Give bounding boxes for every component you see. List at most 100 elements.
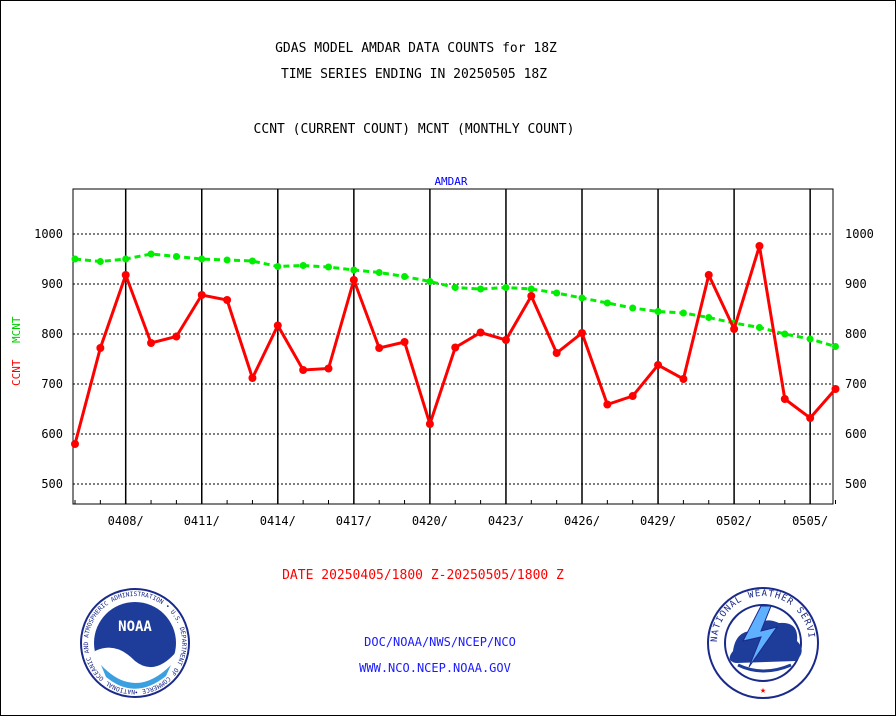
point-mcnt (705, 314, 713, 321)
point-mcnt (832, 343, 839, 350)
date-range: DATE 20250405/1800 Z-20250505/1800 Z (282, 568, 564, 583)
point-mcnt (477, 285, 485, 293)
point-mcnt (147, 250, 155, 258)
point-mcnt (629, 304, 637, 312)
point-ccnt (273, 321, 282, 330)
point-mcnt (426, 278, 434, 285)
x-tick-label: 0417/ (336, 514, 372, 528)
point-ccnt (527, 292, 536, 300)
chart-title: AMDAR (434, 175, 467, 188)
point-ccnt (780, 395, 789, 403)
point-ccnt (628, 392, 637, 400)
point-ccnt (96, 344, 105, 352)
y-tick-label-right: 600 (845, 427, 867, 441)
y-tick-label-left: 500 (41, 477, 63, 491)
point-ccnt (831, 385, 840, 393)
point-ccnt (425, 420, 434, 428)
x-tick-label: 0408/ (108, 514, 144, 528)
y-axis-label-mcnt: MCNT (10, 316, 23, 343)
x-tick-label: 0414/ (260, 514, 296, 528)
point-mcnt (325, 263, 332, 271)
point-mcnt (527, 285, 535, 293)
point-mcnt (679, 309, 687, 317)
y-tick-label-right: 800 (845, 327, 867, 341)
point-ccnt (299, 366, 308, 374)
y-tick-label-right: 500 (845, 477, 867, 491)
y-tick-label-left: 600 (41, 427, 63, 441)
point-ccnt (248, 374, 257, 382)
point-ccnt (704, 271, 713, 279)
y-tick-label-right: 900 (845, 277, 867, 291)
y-axis-label-ccnt: CCNT (10, 359, 23, 386)
point-mcnt (654, 308, 662, 315)
x-tick-label: 0423/ (488, 514, 524, 528)
org-path: DOC/NOAA/NWS/NCEP/NCO (364, 635, 516, 649)
point-mcnt (71, 255, 79, 263)
x-tick-label: 0420/ (412, 514, 448, 528)
point-ccnt (755, 242, 764, 250)
title-line-1: GDAS MODEL AMDAR DATA COUNTS for 18Z (275, 41, 557, 56)
point-mcnt (299, 262, 307, 269)
y-tick-label-right: 1000 (845, 227, 874, 241)
point-mcnt (198, 255, 206, 263)
point-ccnt (501, 336, 510, 344)
point-mcnt (451, 284, 459, 291)
point-ccnt (147, 339, 156, 347)
x-tick-label: 0505/ (792, 514, 828, 528)
point-mcnt (375, 269, 383, 276)
point-ccnt (451, 343, 460, 352)
point-mcnt (248, 257, 256, 265)
point-ccnt (197, 291, 206, 299)
point-mcnt (781, 330, 789, 338)
title-line-2: TIME SERIES ENDING IN 20250505 18Z (281, 67, 547, 82)
point-ccnt (603, 400, 612, 409)
y-tick-label-left: 1000 (34, 227, 63, 241)
point-ccnt (806, 414, 815, 422)
x-tick-label: 0502/ (716, 514, 752, 528)
point-mcnt (553, 289, 561, 297)
nws-star-icon: ★ (760, 685, 766, 696)
nws-ring-text: NATIONAL WEATHER SERVICE (0, 0, 815, 642)
point-ccnt (476, 328, 485, 337)
point-mcnt (274, 263, 282, 270)
y-tick-label-left: 800 (41, 327, 63, 341)
point-ccnt (324, 364, 333, 373)
y-tick-label-left: 900 (41, 277, 63, 291)
point-mcnt (350, 266, 358, 274)
point-mcnt (806, 335, 814, 343)
point-mcnt (223, 256, 231, 264)
point-ccnt (223, 296, 232, 304)
y-tick-label-left: 700 (41, 377, 63, 391)
point-mcnt (122, 255, 130, 263)
point-ccnt (121, 271, 130, 279)
point-ccnt (400, 338, 409, 346)
point-ccnt (71, 440, 79, 448)
point-ccnt (679, 375, 688, 383)
website-url: WWW.NCO.NCEP.NOAA.GOV (359, 661, 511, 675)
point-mcnt (578, 294, 586, 302)
x-tick-label: 0426/ (564, 514, 600, 528)
point-ccnt (730, 325, 739, 333)
plot-area: 500 500 600 600 700 700 800 800 900 900 1000 1000 04… (34, 188, 874, 528)
x-tick-label: 0411/ (184, 514, 220, 528)
x-tick-label: 0429/ (640, 514, 676, 528)
point-ccnt (552, 349, 561, 357)
point-ccnt (578, 329, 586, 337)
point-ccnt (375, 344, 384, 352)
y-tick-label-right: 700 (845, 377, 867, 391)
point-mcnt (401, 273, 409, 280)
series-description: CCNT (CURRENT COUNT) MCNT (MONTHLY COUNT… (254, 122, 575, 137)
point-mcnt (755, 324, 763, 331)
point-ccnt (654, 361, 663, 369)
point-mcnt (603, 299, 611, 307)
noaa-label: NOAA (118, 619, 152, 635)
point-mcnt (502, 284, 510, 291)
point-ccnt (349, 276, 358, 284)
point-mcnt (96, 258, 104, 265)
noaa-logo: NOAA NATIONAL OCEANIC AND ATMOSPHERIC AD… (80, 588, 190, 698)
svg-text:NATIONAL WEATHER SERVICE: NATIONAL WEATHER SERVICE (1, 1, 816, 642)
point-mcnt (172, 253, 180, 260)
point-ccnt (172, 332, 181, 341)
